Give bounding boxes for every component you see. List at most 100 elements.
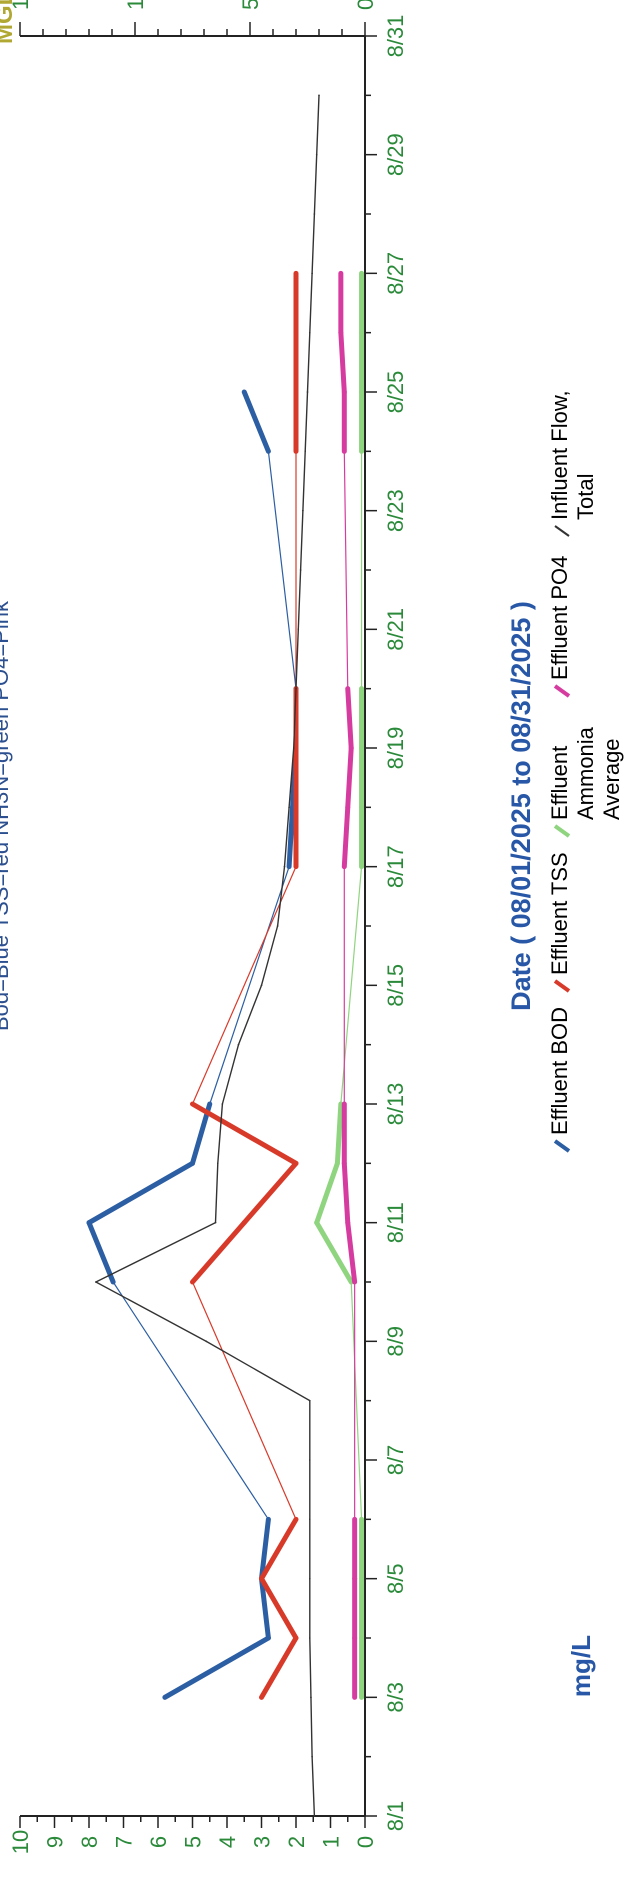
point-influent-flow-total [309, 1399, 311, 1402]
series-lines [86, 94, 365, 1817]
segment-effluent-tss [190, 1101, 299, 1166]
series-effluent-tss [190, 270, 299, 1700]
series-influent-flow-total [95, 94, 320, 1817]
point-influent-flow-total [288, 806, 290, 809]
segment-influent-flow-total [205, 1340, 311, 1402]
segment-influent-flow-total [214, 1162, 219, 1224]
segment-effluent-ammonia-average [314, 1160, 340, 1226]
point-influent-flow-total [318, 94, 320, 97]
segment-effluent-po4 [341, 1160, 351, 1226]
point-influent-flow-total [315, 153, 318, 156]
x-tick-label: 8/9 [383, 1326, 408, 1357]
legend-swatch-effluent-bod [553, 1139, 571, 1153]
point-influent-flow-total [302, 509, 304, 512]
point-effluent-ammonia-average [360, 1577, 364, 1581]
point-influent-flow-total [217, 1162, 219, 1165]
x-tick-label: 8/15 [383, 964, 408, 1007]
y-tick-label-left: 10 [8, 1830, 33, 1854]
point-effluent-ammonia-average [360, 1695, 364, 1699]
segment-effluent-bod [259, 1576, 271, 1641]
x-tick-label: 8/27 [383, 252, 408, 295]
point-effluent-po4 [353, 1577, 357, 1581]
legend-swatch-effluent-tss [553, 979, 571, 993]
point-effluent-po4 [346, 687, 350, 691]
legend: Effluent BOD Effluent TSS EffluentAmmoni… [547, 390, 624, 1153]
segment-effluent-bod [259, 1516, 271, 1582]
point-influent-flow-total [283, 865, 286, 868]
segment-effluent-po4 [345, 686, 354, 751]
point-effluent-po4 [353, 1695, 357, 1699]
segment-influent-flow-total [311, 213, 316, 275]
y-tick-label-left: 4 [215, 1836, 240, 1848]
segment-effluent-po4 [341, 804, 351, 870]
point-influent-flow-total [292, 747, 295, 749]
y-tick-label-left: 8 [77, 1836, 102, 1848]
segment-effluent-po4 [345, 745, 354, 810]
point-effluent-bod [163, 1695, 167, 1699]
legend-label-effluent-ammonia: EffluentAmmoniaAverage [547, 726, 624, 820]
point-effluent-ammonia-average [360, 1517, 364, 1521]
x-tick-label: 8/5 [383, 1563, 408, 1594]
point-influent-flow-total [214, 1221, 217, 1224]
segment-influent-flow-total [302, 450, 306, 512]
point-effluent-po4 [349, 746, 353, 750]
point-effluent-po4 [342, 1161, 346, 1165]
point-effluent-bod [242, 390, 246, 394]
point-effluent-bod [87, 1221, 91, 1225]
point-effluent-ammonia-average [360, 271, 364, 275]
chart-title: Bod=Blue TSS=red NH3N=green PO4=Pink [0, 600, 13, 1031]
point-effluent-tss [294, 746, 298, 750]
segment-effluent-bod [112, 1281, 269, 1520]
point-effluent-ammonia-average [360, 865, 364, 869]
segment-effluent-bod [162, 1635, 271, 1700]
segment-influent-flow-total [295, 628, 299, 690]
segment-influent-flow-total [283, 806, 290, 868]
y-tick-label-right: 5 [238, 0, 263, 10]
legend-label-influent-flow-line: Influent Flow, [547, 390, 572, 520]
point-effluent-po4 [353, 1280, 357, 1284]
segment-influent-flow-total [297, 569, 302, 631]
point-effluent-tss [191, 1102, 194, 1106]
legend-entry-influent-flow: Influent Flow,Total [547, 390, 598, 537]
segment-influent-flow-total [260, 925, 279, 987]
y-tick-label-right: 10 [123, 0, 148, 10]
point-effluent-tss [294, 331, 298, 335]
point-influent-flow-total [309, 1637, 311, 1639]
segment-influent-flow-total [293, 687, 297, 749]
point-influent-flow-total [309, 1459, 311, 1461]
segment-effluent-tss [259, 1576, 299, 1641]
x-tick-label: 8/13 [383, 1083, 408, 1126]
point-influent-flow-total [311, 272, 313, 275]
point-effluent-ammonia-average [360, 687, 364, 691]
y-tick-label-right: 15 [8, 0, 33, 10]
segment-influent-flow-total [309, 1637, 312, 1699]
segment-effluent-tss [259, 1635, 299, 1700]
y-tick-label-left: 6 [146, 1836, 171, 1848]
segment-effluent-ammonia-average [334, 1101, 344, 1166]
point-effluent-po4 [353, 1517, 357, 1521]
point-effluent-ammonia-average [349, 1280, 353, 1284]
legend-label-influent-flow: Influent Flow,Total [547, 390, 598, 520]
y-axis-label-left: mg/L [566, 1635, 596, 1697]
x-tick-label: 8/31 [383, 15, 408, 58]
point-influent-flow-total [299, 569, 302, 571]
segment-influent-flow-total [237, 984, 263, 1046]
y-tick-label-left: 0 [353, 1836, 378, 1848]
point-effluent-tss [260, 1695, 263, 1699]
segment-effluent-ammonia-average [350, 1281, 363, 1520]
legend-label-effluent-po4: Effluent PO4 [547, 556, 572, 680]
point-effluent-tss [294, 271, 298, 275]
series-effluent-ammonia-average [314, 270, 365, 1700]
x-axis-label: Date ( 08/01/2025 to 08/31/2025 ) [506, 601, 536, 1011]
y-tick-label-left: 7 [112, 1836, 137, 1848]
segment-effluent-bod [209, 866, 290, 1105]
point-effluent-bod [266, 1636, 270, 1640]
point-influent-flow-total [309, 331, 311, 334]
legend-swatch-effluent-ammonia [553, 824, 571, 838]
x-ticks: 8/1 8/3 8/5 8/7 8/9 8/11 8/13 8/15 8/17 8/19 8/21 8… [365, 15, 408, 1831]
segment-effluent-po4 [343, 450, 349, 690]
legend-swatch-influent-flow [554, 525, 570, 537]
point-effluent-tss [294, 1161, 298, 1165]
y-ticks-right: 0 5 10 15 [8, 0, 378, 36]
